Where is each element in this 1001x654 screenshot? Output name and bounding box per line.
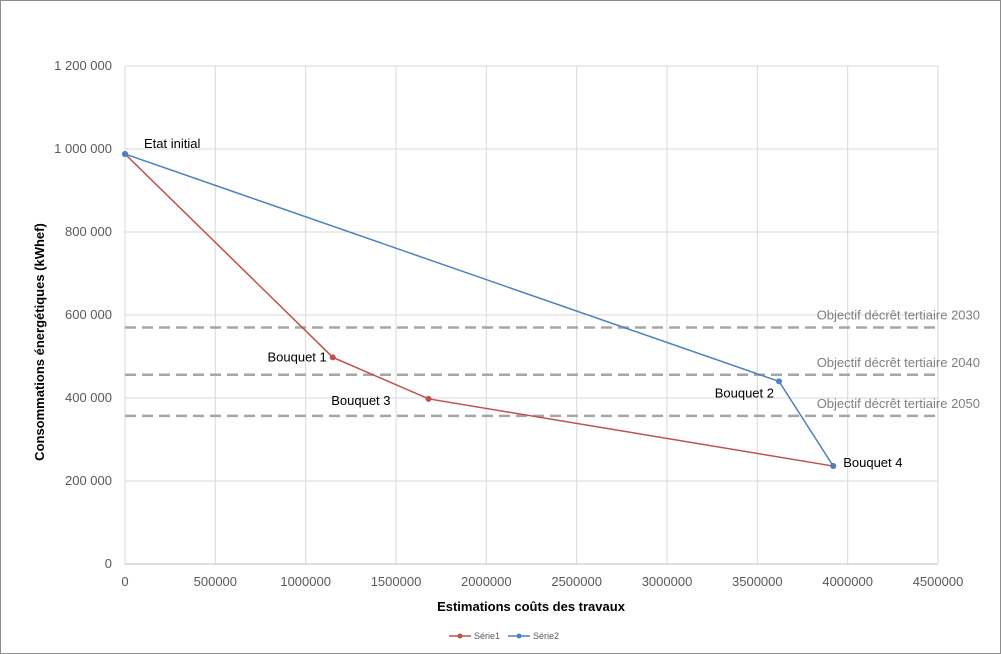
objective-label: Objectif décrêt tertiaire 2030 bbox=[817, 307, 980, 322]
legend-label: Série1 bbox=[474, 631, 500, 641]
point-labels: Bouquet 1 Bouquet 3 Etat initial Bouquet 2 B… bbox=[144, 136, 902, 470]
legend-marker bbox=[516, 633, 522, 639]
x-tick-label: 2500000 bbox=[551, 574, 602, 589]
legend-label: Série2 bbox=[533, 631, 559, 641]
data-point bbox=[329, 354, 336, 361]
data-label: Bouquet 2 bbox=[715, 385, 774, 400]
data-label: Bouquet 3 bbox=[331, 393, 390, 408]
data-label: Etat initial bbox=[144, 136, 200, 151]
x-tick-label: 4500000 bbox=[913, 574, 964, 589]
y-tick-label: 0 bbox=[105, 556, 112, 571]
x-tick-label: 3000000 bbox=[642, 574, 693, 589]
objective-label: Objectif décrêt tertiaire 2050 bbox=[817, 396, 980, 411]
x-tick-labels: 0 500000 1000000 1500000 2000000 2500000 30000… bbox=[121, 574, 963, 589]
data-point bbox=[830, 463, 837, 470]
series-line bbox=[124, 153, 834, 467]
series-lines bbox=[122, 150, 837, 470]
x-axis-title: Estimations coûts des travaux bbox=[437, 599, 626, 614]
x-tick-label: 4000000 bbox=[822, 574, 873, 589]
x-tick-label: 1000000 bbox=[280, 574, 331, 589]
y-tick-labels: 0 200 000 400 000 600 000 800 000 1 000 000 1 … bbox=[54, 58, 112, 571]
y-tick-label: 200 000 bbox=[65, 473, 112, 488]
y-tick-label: 1 000 000 bbox=[54, 141, 112, 156]
data-point bbox=[776, 378, 783, 385]
legend: Série1 Série2 bbox=[449, 631, 559, 641]
objective-label: Objectif décrêt tertiaire 2040 bbox=[817, 355, 980, 370]
y-tick-label: 1 200 000 bbox=[54, 58, 112, 73]
x-tick-label: 0 bbox=[121, 574, 128, 589]
x-tick-label: 1500000 bbox=[371, 574, 422, 589]
data-label: Bouquet 1 bbox=[267, 349, 326, 364]
y-tick-label: 600 000 bbox=[65, 307, 112, 322]
data-label: Bouquet 4 bbox=[843, 455, 902, 470]
x-tick-label: 3500000 bbox=[732, 574, 783, 589]
y-axis-title: Consommations énergétiques (kWhef) bbox=[32, 223, 47, 461]
x-tick-label: 2000000 bbox=[461, 574, 512, 589]
x-tick-label: 500000 bbox=[194, 574, 237, 589]
gridlines bbox=[124, 65, 939, 565]
y-tick-label: 800 000 bbox=[65, 224, 112, 239]
data-point bbox=[425, 395, 432, 402]
series-line bbox=[124, 153, 834, 467]
reference-lines: Objectif décrêt tertiaire 2030 Objectif d… bbox=[125, 307, 980, 418]
y-tick-label: 400 000 bbox=[65, 390, 112, 405]
data-point bbox=[122, 150, 128, 157]
legend-marker bbox=[457, 633, 463, 639]
